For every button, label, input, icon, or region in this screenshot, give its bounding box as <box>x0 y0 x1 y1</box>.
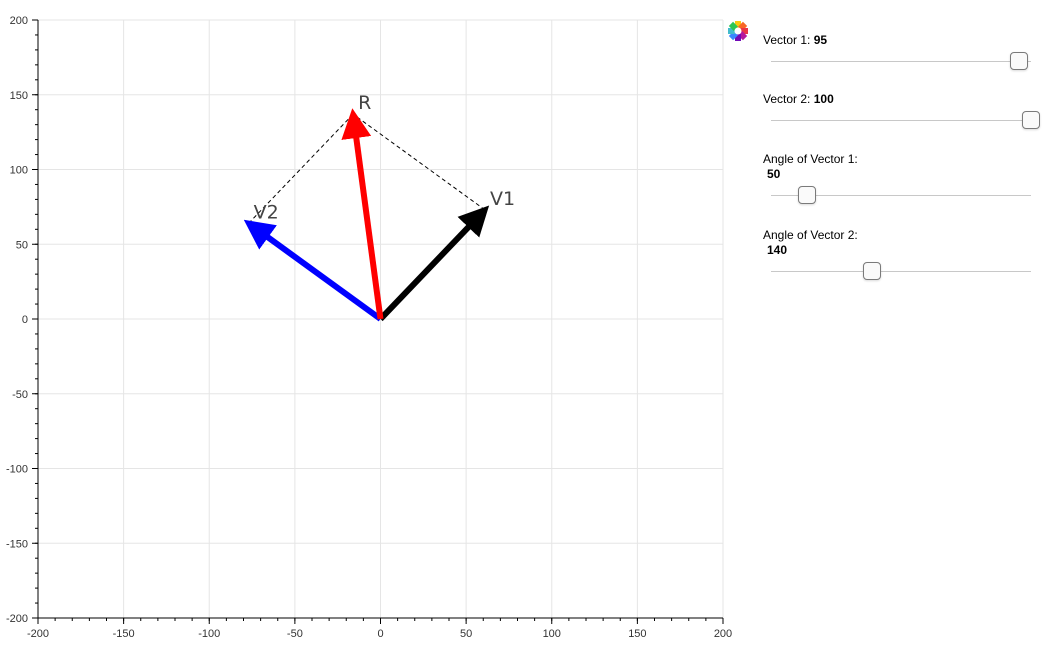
vector-v2-label: V2 <box>254 201 279 223</box>
x-tick-label: -50 <box>287 628 303 640</box>
angle1-slider-title: Angle of Vector 1: 50 <box>763 152 1048 182</box>
y-tick-label: -200 <box>6 613 28 625</box>
vector2-label: Vector 2: <box>763 92 811 106</box>
vector1-slider-title: Vector 1: 95 <box>763 33 1048 48</box>
x-tick-label: 0 <box>377 628 383 640</box>
vector-v2-arrow <box>243 219 383 322</box>
angle1-slider-group: Angle of Vector 1: 50 <box>763 152 1048 204</box>
vector1-value: 95 <box>813 33 828 47</box>
vector-r-arrow <box>341 108 384 320</box>
x-tick-label: 150 <box>628 628 646 640</box>
x-tick-label: 100 <box>543 628 561 640</box>
y-tick-label: -100 <box>6 464 28 476</box>
y-tick-label: -150 <box>6 538 28 550</box>
angle2-slider-handle[interactable] <box>863 262 882 280</box>
angle1-slider-track[interactable] <box>771 195 1031 196</box>
angle1-label: Angle of Vector 1: <box>763 152 858 166</box>
angle1-value: 50 <box>767 167 781 181</box>
vectors <box>243 108 490 322</box>
vector-r-label: R <box>358 92 371 114</box>
bokeh-logo-icon[interactable] <box>727 20 749 42</box>
vector-v1-arrow <box>378 205 490 322</box>
dashed-line-v1-to-r <box>352 113 486 211</box>
vector2-value: 100 <box>813 92 834 106</box>
vector-labels: V1 V2 R <box>254 92 515 223</box>
vector1-label: Vector 1: <box>763 33 811 47</box>
x-tick-label: 200 <box>714 628 732 640</box>
angle2-slider-track[interactable] <box>771 271 1031 272</box>
vector2-slider-handle[interactable] <box>1022 111 1040 129</box>
x-tick-label: -150 <box>113 628 135 640</box>
y-tick-label: 150 <box>10 90 28 102</box>
angle1-slider-handle[interactable] <box>798 186 817 204</box>
vector-v1-label: V1 <box>490 188 515 210</box>
x-tick-label: 50 <box>460 628 472 640</box>
vector2-slider-track[interactable] <box>771 120 1031 121</box>
vector1-slider-track[interactable] <box>771 61 1031 62</box>
y-tick-label: 200 <box>10 15 28 27</box>
vector2-slider-group: Vector 2: 100 <box>763 92 1048 129</box>
vector2-slider-title: Vector 2: 100 <box>763 92 1048 107</box>
angle2-value: 140 <box>767 243 788 257</box>
angle2-label: Angle of Vector 2: <box>763 228 858 242</box>
y-tick-label: 50 <box>16 239 28 251</box>
y-tick-label: -50 <box>12 389 28 401</box>
y-tick-label: 0 <box>22 314 28 326</box>
axes: -200 -150 -100 -50 0 50 100 150 200 200 150 100 50 0 -… <box>6 15 732 640</box>
vector1-slider-handle[interactable] <box>1010 52 1029 70</box>
angle2-slider-group: Angle of Vector 2: 140 <box>763 228 1048 280</box>
x-tick-label: -200 <box>27 628 49 640</box>
vector-plot[interactable]: -200 -150 -100 -50 0 50 100 150 200 200 150 100 50 0 -… <box>0 0 735 655</box>
y-tick-label: 100 <box>10 165 28 177</box>
parallelogram-dashed-lines <box>248 113 486 224</box>
vector1-slider-group: Vector 1: 95 <box>763 33 1048 70</box>
x-tick-label: -100 <box>198 628 220 640</box>
angle2-slider-title: Angle of Vector 2: 140 <box>763 228 1048 258</box>
